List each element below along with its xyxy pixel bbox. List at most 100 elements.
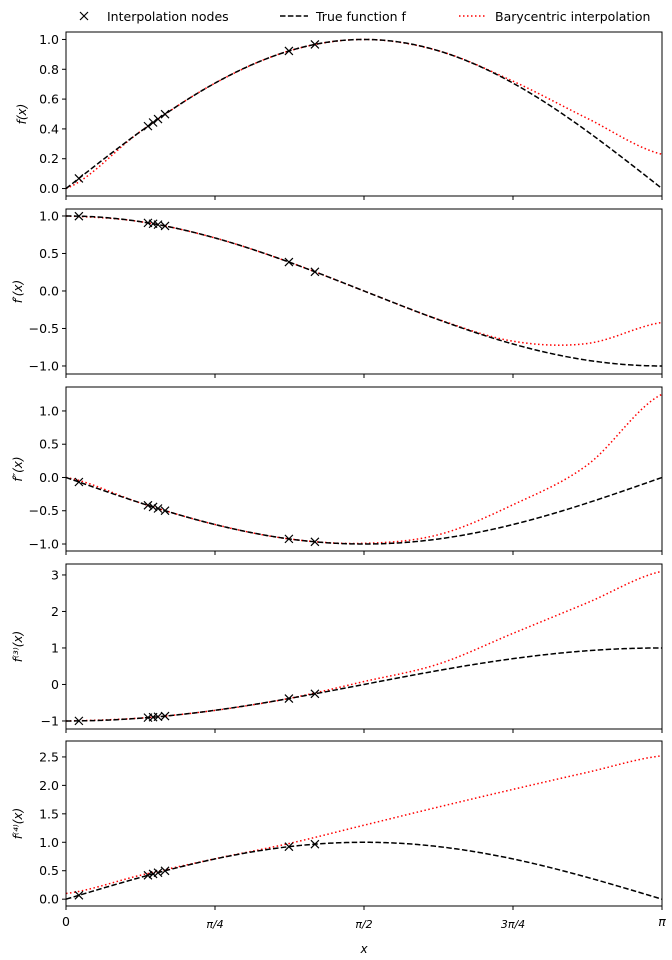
axes-frame (65, 740, 663, 907)
axes-frame (65, 31, 663, 197)
y-tick-label: 0.0 (39, 470, 59, 485)
y-tick-label: −0.5 (29, 321, 59, 336)
y-tick-label: 0.6 (39, 92, 59, 107)
x-tick-label-pi: π (658, 914, 666, 929)
y-tick-label: 1.0 (39, 403, 59, 418)
interpolation-node (148, 869, 158, 879)
interpolation-curve (66, 215, 662, 346)
plot-area (66, 393, 662, 545)
y-tick-label: 0.5 (39, 437, 59, 452)
legend-entry-interp: Barycentric interpolation (459, 9, 650, 24)
y-tick-label: 0.0 (39, 892, 59, 907)
subplot-2: −1.0 −0.5 0.0 0.5 1.0 f″(x) (11, 386, 663, 555)
y-axis-label: f″(x) (11, 456, 25, 481)
y-tick-label: 1.0 (39, 32, 59, 47)
interpolation-node (74, 890, 84, 900)
y-tick-label: 1.0 (39, 835, 59, 850)
interpolation-node (310, 839, 320, 849)
axes-frame (65, 386, 663, 552)
y-tick-label: 2.5 (39, 749, 59, 764)
interpolation-node (148, 502, 158, 512)
interpolation-curve (66, 570, 662, 722)
interpolation-curve (66, 38, 662, 190)
interpolation-node (310, 689, 320, 699)
y-tick-label: 0.8 (39, 62, 59, 77)
plot-area (66, 755, 662, 900)
interpolation-node (148, 118, 158, 127)
y-tick-label: 0.5 (39, 863, 59, 878)
x-tick-labels: 0 π/4 π/2 3π/4 π (62, 914, 666, 931)
legend-label-interp: Barycentric interpolation (495, 9, 650, 24)
y-axis-label: f(x) (15, 104, 29, 125)
interpolation-node (74, 211, 84, 221)
y-tick-label: 0.5 (39, 246, 59, 261)
interpolation-node (160, 221, 170, 231)
interpolation-node (74, 477, 84, 487)
interpolation-node (153, 114, 163, 124)
subplot-4: 0.0 0.5 1.0 1.5 2.0 2.5 f⁽⁴⁾(x) (11, 740, 663, 910)
y-tick-label: −0.5 (29, 503, 59, 518)
true-function-curve (66, 215, 662, 367)
axes-frame (65, 208, 663, 375)
interpolation-node (143, 121, 153, 131)
y-tick-label: −1.0 (29, 358, 59, 373)
true-function-curve (66, 38, 662, 190)
interpolation-node (153, 868, 163, 878)
subplot-1: −1.0 −0.5 0.0 0.5 1.0 f′(x) (11, 208, 663, 378)
interpolation-node (284, 694, 294, 703)
y-tick-label: 1 (51, 640, 59, 655)
x-tick-label-pi-over-4: π/4 (206, 918, 223, 931)
interpolation-node (160, 711, 170, 721)
y-axis-label: f⁽⁴⁾(x) (11, 808, 25, 839)
y-axis-label: f⁽³⁾(x) (11, 631, 25, 662)
y-tick-label: 0.0 (39, 181, 59, 196)
legend: Interpolation nodes True function f Bary… (79, 9, 650, 24)
interpolation-node (310, 39, 320, 49)
x-tick-label-0: 0 (62, 914, 70, 929)
y-tick-label: −1.0 (29, 537, 59, 552)
y-tick-label: 1.0 (39, 208, 59, 223)
interpolation-node (143, 500, 153, 510)
interpolation-node (153, 712, 163, 722)
y-axis-label: f′(x) (11, 280, 25, 303)
interpolation-node (160, 506, 170, 516)
interpolation-curve (66, 393, 662, 545)
interpolation-node (284, 842, 294, 852)
plot-area (66, 570, 662, 722)
y-tick-label: 1.5 (39, 806, 59, 821)
y-tick-label: 2 (51, 604, 59, 619)
interpolation-node (153, 220, 163, 230)
axes-frame (65, 563, 663, 730)
interpolation-node (160, 866, 170, 876)
legend-x-marker (79, 11, 89, 21)
legend-label-true: True function f (315, 9, 407, 24)
legend-label-nodes: Interpolation nodes (107, 9, 229, 24)
subplot-3: −1 0 1 2 3 f⁽³⁾(x) (11, 563, 663, 733)
interpolation-node (153, 504, 163, 513)
legend-entry-nodes: Interpolation nodes (79, 9, 229, 24)
interpolation-node (310, 537, 320, 547)
legend-entry-true: True function f (280, 9, 407, 24)
interpolation-node (160, 109, 170, 119)
interpolation-node (74, 716, 84, 726)
y-tick-label: 0.4 (39, 121, 59, 136)
interpolation-node (284, 46, 294, 56)
y-tick-label: −1 (41, 713, 59, 728)
interpolation-node (310, 267, 320, 277)
true-function-curve (66, 647, 662, 722)
interpolation-node (143, 870, 153, 880)
interpolation-node (74, 173, 84, 183)
interpolation-node (284, 534, 294, 544)
interpolation-node (284, 257, 294, 267)
plot-area (66, 38, 662, 190)
y-tick-label: 0.0 (39, 283, 59, 298)
plot-area (66, 215, 662, 367)
y-tick-label: 3 (51, 567, 59, 582)
subplot-0: 0.0 0.2 0.4 0.6 0.8 1.0 f(x) (15, 31, 663, 200)
x-axis-label: x (359, 942, 368, 956)
y-tick-label: 0.2 (39, 151, 59, 166)
x-tick-label-pi-over-2: π/2 (355, 918, 372, 931)
y-tick-label: 0 (51, 677, 59, 692)
y-tick-label: 2.0 (39, 778, 59, 793)
